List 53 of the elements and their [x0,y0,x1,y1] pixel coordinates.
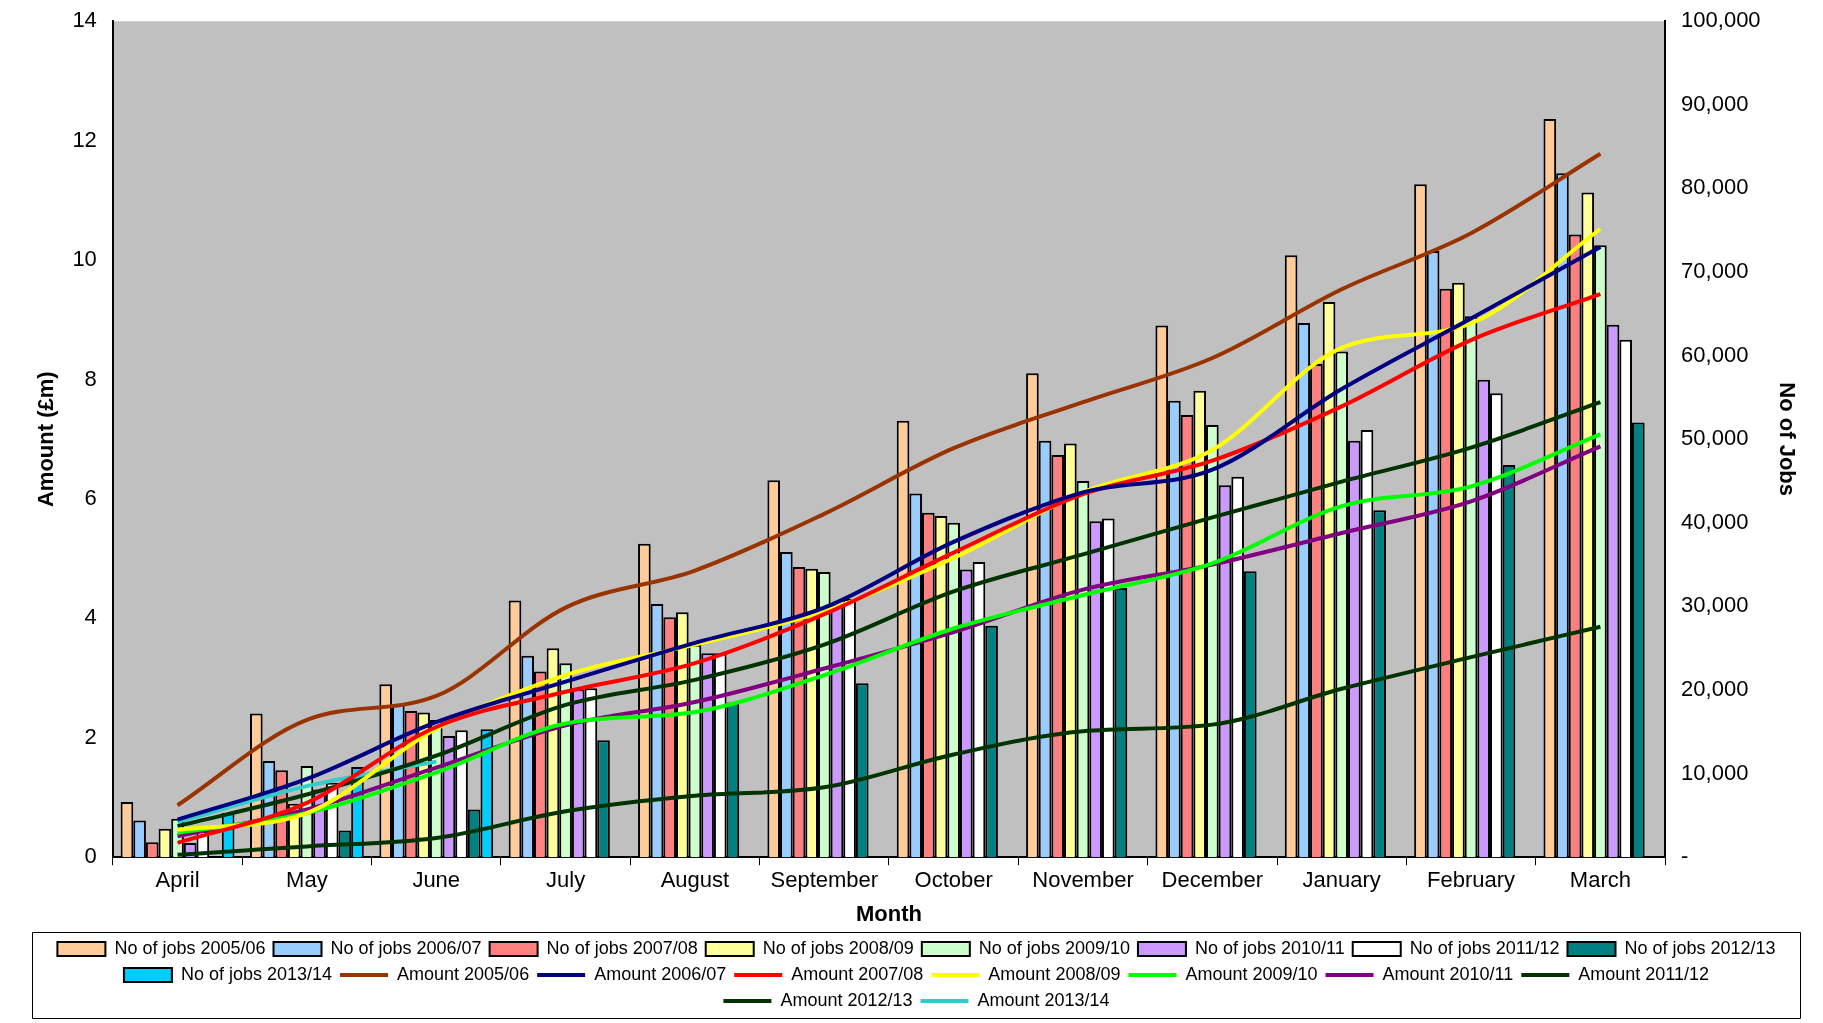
y2-tick-label: 40,000 [1681,508,1749,534]
y2-tick-label: 50,000 [1681,425,1749,451]
legend-label: No of jobs 2013/14 [180,963,333,984]
x-axis-title: Month [855,900,922,926]
y2-tick-label: 70,000 [1681,258,1749,284]
y2-tick-label: 100,000 [1681,7,1761,33]
y2-tick-label: 10,000 [1681,759,1749,785]
legend-label: No of jobs 2009/10 [978,937,1130,958]
legend-label: Amount 2011/12 [1578,963,1710,984]
y2-axis-title: No of Jobs [1774,382,1800,497]
y2-tick-label: 30,000 [1681,592,1749,618]
legend-label: Amount 2013/14 [977,989,1110,1010]
x-tick-label: November [1032,867,1134,893]
legend-label: Amount 2010/11 [1382,963,1514,984]
y2-tick-label: 60,000 [1681,341,1749,367]
y2-tick-label: 90,000 [1681,90,1749,116]
y-tick-label: 4 [84,604,97,630]
x-tick-label: September [770,867,879,893]
legend-label: No of jobs 2011/12 [1409,937,1560,958]
legend-label: No of jobs 2008/09 [762,937,914,958]
y-tick-label: 2 [84,723,97,749]
legend-label: Amount 2009/10 [1185,963,1318,984]
legend-label: Amount 2012/13 [780,989,913,1010]
legend-label: No of jobs 2012/13 [1624,937,1776,958]
y-axis-title: Amount (£m) [33,371,59,508]
x-tick-label: May [286,867,328,893]
x-tick-label: June [412,867,461,893]
y-tick-label: 0 [84,843,97,869]
legend-label: Amount 2005/06 [397,963,530,984]
x-tick-label: March [1569,867,1631,893]
legend-label: Amount 2008/09 [988,963,1121,984]
y2-tick-label: 20,000 [1681,676,1749,702]
legend-label: No of jobs 2010/11 [1194,937,1345,958]
y-tick-label: 6 [84,484,97,510]
legend-label: Amount 2006/07 [594,963,727,984]
legend-label: No of jobs 2006/07 [330,937,482,958]
y-tick-label: 14 [72,7,97,33]
y-tick-label: 8 [84,365,97,391]
line-series [175,624,1603,857]
x-tick-label: October [914,867,993,893]
legend-label: No of jobs 2007/08 [546,937,698,958]
x-tick-label: January [1302,867,1381,893]
y-tick-label: 10 [72,246,97,272]
legend-label: Amount 2007/08 [791,963,924,984]
legend-label: No of jobs 2005/06 [114,937,266,958]
y2-tick-label: 80,000 [1681,174,1749,200]
x-tick-label: July [546,867,586,893]
x-tick-label: December [1161,867,1264,893]
x-tick-label: August [660,867,730,893]
x-tick-label: February [1427,867,1516,893]
x-tick-label: April [155,867,200,893]
y2-tick-label: - [1681,843,1689,869]
y-tick-label: 12 [72,126,97,152]
